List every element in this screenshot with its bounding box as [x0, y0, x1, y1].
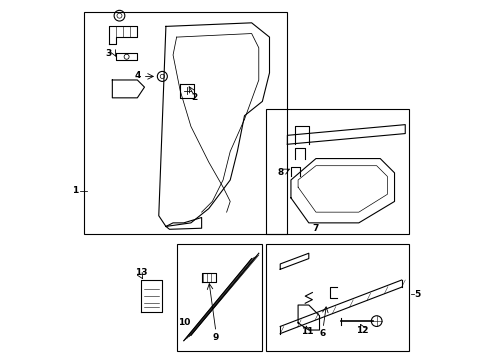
Text: 12: 12 — [355, 326, 368, 335]
Text: 3: 3 — [105, 49, 112, 58]
Text: 13: 13 — [134, 268, 147, 277]
Bar — [83, 12, 287, 234]
Text: 1: 1 — [72, 186, 78, 195]
Text: 6: 6 — [319, 329, 325, 338]
Text: 11: 11 — [300, 327, 313, 336]
Text: 9: 9 — [212, 333, 219, 342]
Text: 7: 7 — [312, 224, 319, 233]
Text: 2: 2 — [191, 93, 197, 102]
Text: 10: 10 — [177, 318, 189, 327]
Text: 4: 4 — [134, 71, 140, 80]
Bar — [265, 109, 408, 234]
Bar — [176, 244, 262, 351]
Text: 8: 8 — [277, 168, 283, 177]
Text: 5: 5 — [413, 290, 420, 299]
Bar — [265, 244, 408, 351]
